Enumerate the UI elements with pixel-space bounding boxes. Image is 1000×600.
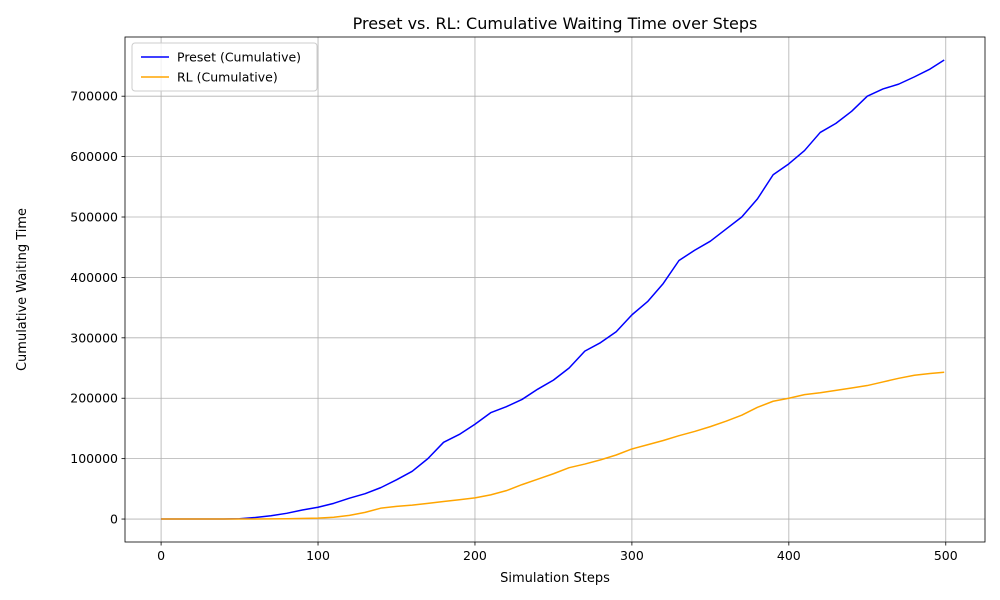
x-tick-label: 400 (777, 548, 801, 563)
y-tick-label: 200000 (70, 391, 118, 406)
y-tick-label: 300000 (70, 330, 118, 345)
y-axis-label: Cumulative Waiting Time (15, 208, 30, 371)
x-tick-label: 0 (157, 548, 165, 563)
legend-label-1: RL (Cumulative) (177, 70, 278, 85)
legend-box (131, 42, 318, 92)
x-tick-label: 100 (306, 548, 330, 563)
y-tick-label: 400000 (70, 270, 118, 285)
series-line-0 (161, 59, 945, 520)
series-layer (161, 59, 945, 520)
x-tick-label: 500 (934, 548, 958, 563)
y-tick-label: 100000 (70, 451, 118, 466)
series-line-1 (161, 371, 945, 520)
grid-lines (125, 37, 985, 542)
y-tick-label: 700000 (70, 89, 118, 104)
legend-label-0: Preset (Cumulative) (177, 50, 301, 65)
chart-title: Preset vs. RL: Cumulative Waiting Time o… (353, 14, 758, 33)
x-tick-label: 200 (463, 548, 487, 563)
y-tick-label: 500000 (70, 210, 118, 225)
legend: Preset (Cumulative) RL (Cumulative) (131, 42, 318, 92)
y-tick-label: 600000 (70, 149, 118, 164)
y-tick-label: 0 (110, 512, 118, 527)
x-axis-label: Simulation Steps (500, 571, 610, 586)
axis-ticks: 0 100 200 300 400 500 0 100000 200000 300000 40000… (70, 89, 957, 563)
plot-frame (124, 36, 986, 543)
x-tick-label: 300 (620, 548, 644, 563)
